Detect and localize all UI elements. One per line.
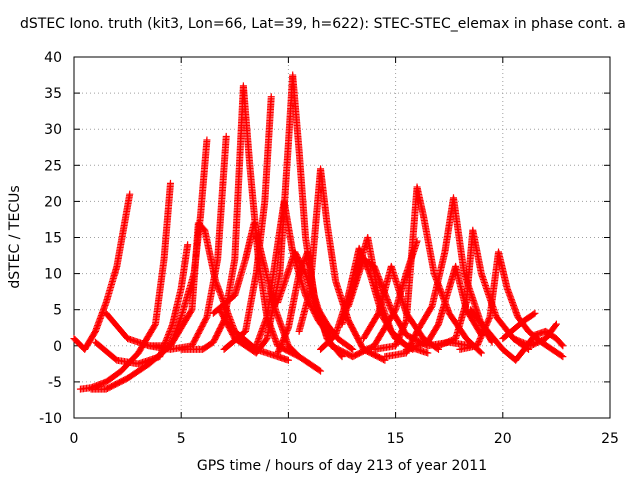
data-point xyxy=(347,345,355,353)
x-tick-label: 25 xyxy=(601,431,619,447)
data-point xyxy=(184,241,192,249)
data-point xyxy=(317,367,325,375)
data-point xyxy=(424,349,432,357)
data-point xyxy=(315,366,323,374)
y-tick-label: 0 xyxy=(53,339,62,355)
data-point xyxy=(349,345,357,353)
data-point xyxy=(559,342,567,350)
data-series xyxy=(274,237,421,361)
data-point xyxy=(203,136,211,144)
y-tick-label: 25 xyxy=(44,158,62,174)
data-series xyxy=(344,255,475,350)
data-series xyxy=(76,179,174,393)
data-points xyxy=(70,71,567,393)
data-point xyxy=(126,190,134,198)
y-tick-label: 20 xyxy=(44,194,62,210)
data-point xyxy=(552,321,560,329)
x-tick-label: 15 xyxy=(387,431,405,447)
data-series xyxy=(70,190,134,353)
data-series xyxy=(434,226,533,353)
axis-ticks: 0 5 10 15 20 25 -10 -5 0 5 10 15 20 25 30 35 40 xyxy=(39,50,619,447)
y-tick-label: -5 xyxy=(48,375,62,391)
y-tick-label: 10 xyxy=(44,267,62,283)
y-tick-label: -10 xyxy=(39,411,62,427)
data-point xyxy=(202,314,210,322)
data-point xyxy=(295,353,303,361)
data-point xyxy=(485,314,493,322)
data-point xyxy=(166,179,174,187)
data-point xyxy=(530,310,538,318)
data-point xyxy=(284,356,292,364)
data-point xyxy=(222,132,230,140)
data-point xyxy=(558,352,566,360)
data-series xyxy=(499,309,539,343)
x-tick-label: 20 xyxy=(494,431,512,447)
data-series xyxy=(220,93,275,353)
data-point xyxy=(477,349,485,357)
x-tick-label: 0 xyxy=(70,431,79,447)
data-point xyxy=(552,320,560,328)
chart-title: dSTEC Iono. truth (kit3, Lon=66, Lat=39,… xyxy=(20,16,626,32)
data-point xyxy=(151,322,159,330)
data-point xyxy=(294,352,302,360)
data-series xyxy=(102,132,230,353)
y-tick-label: 5 xyxy=(53,303,62,319)
data-series xyxy=(510,320,560,350)
data-point xyxy=(558,341,566,349)
data-point xyxy=(476,348,484,356)
y-tick-label: 15 xyxy=(44,231,62,247)
data-series xyxy=(359,262,442,353)
y-tick-label: 35 xyxy=(44,86,62,102)
y-tick-label: 30 xyxy=(44,122,62,138)
data-series xyxy=(295,165,389,364)
y-axis-title: dSTEC / TECUs xyxy=(7,185,23,288)
y-tick-label: 40 xyxy=(44,50,62,66)
data-series xyxy=(402,262,485,353)
data-point xyxy=(559,353,567,361)
x-tick-label: 10 xyxy=(279,431,297,447)
x-tick-label: 5 xyxy=(177,431,186,447)
data-point xyxy=(267,93,275,101)
grid-lines xyxy=(74,57,610,418)
x-axis-title: GPS time / hours of day 213 of year 2011 xyxy=(197,458,487,474)
data-point xyxy=(531,309,539,317)
